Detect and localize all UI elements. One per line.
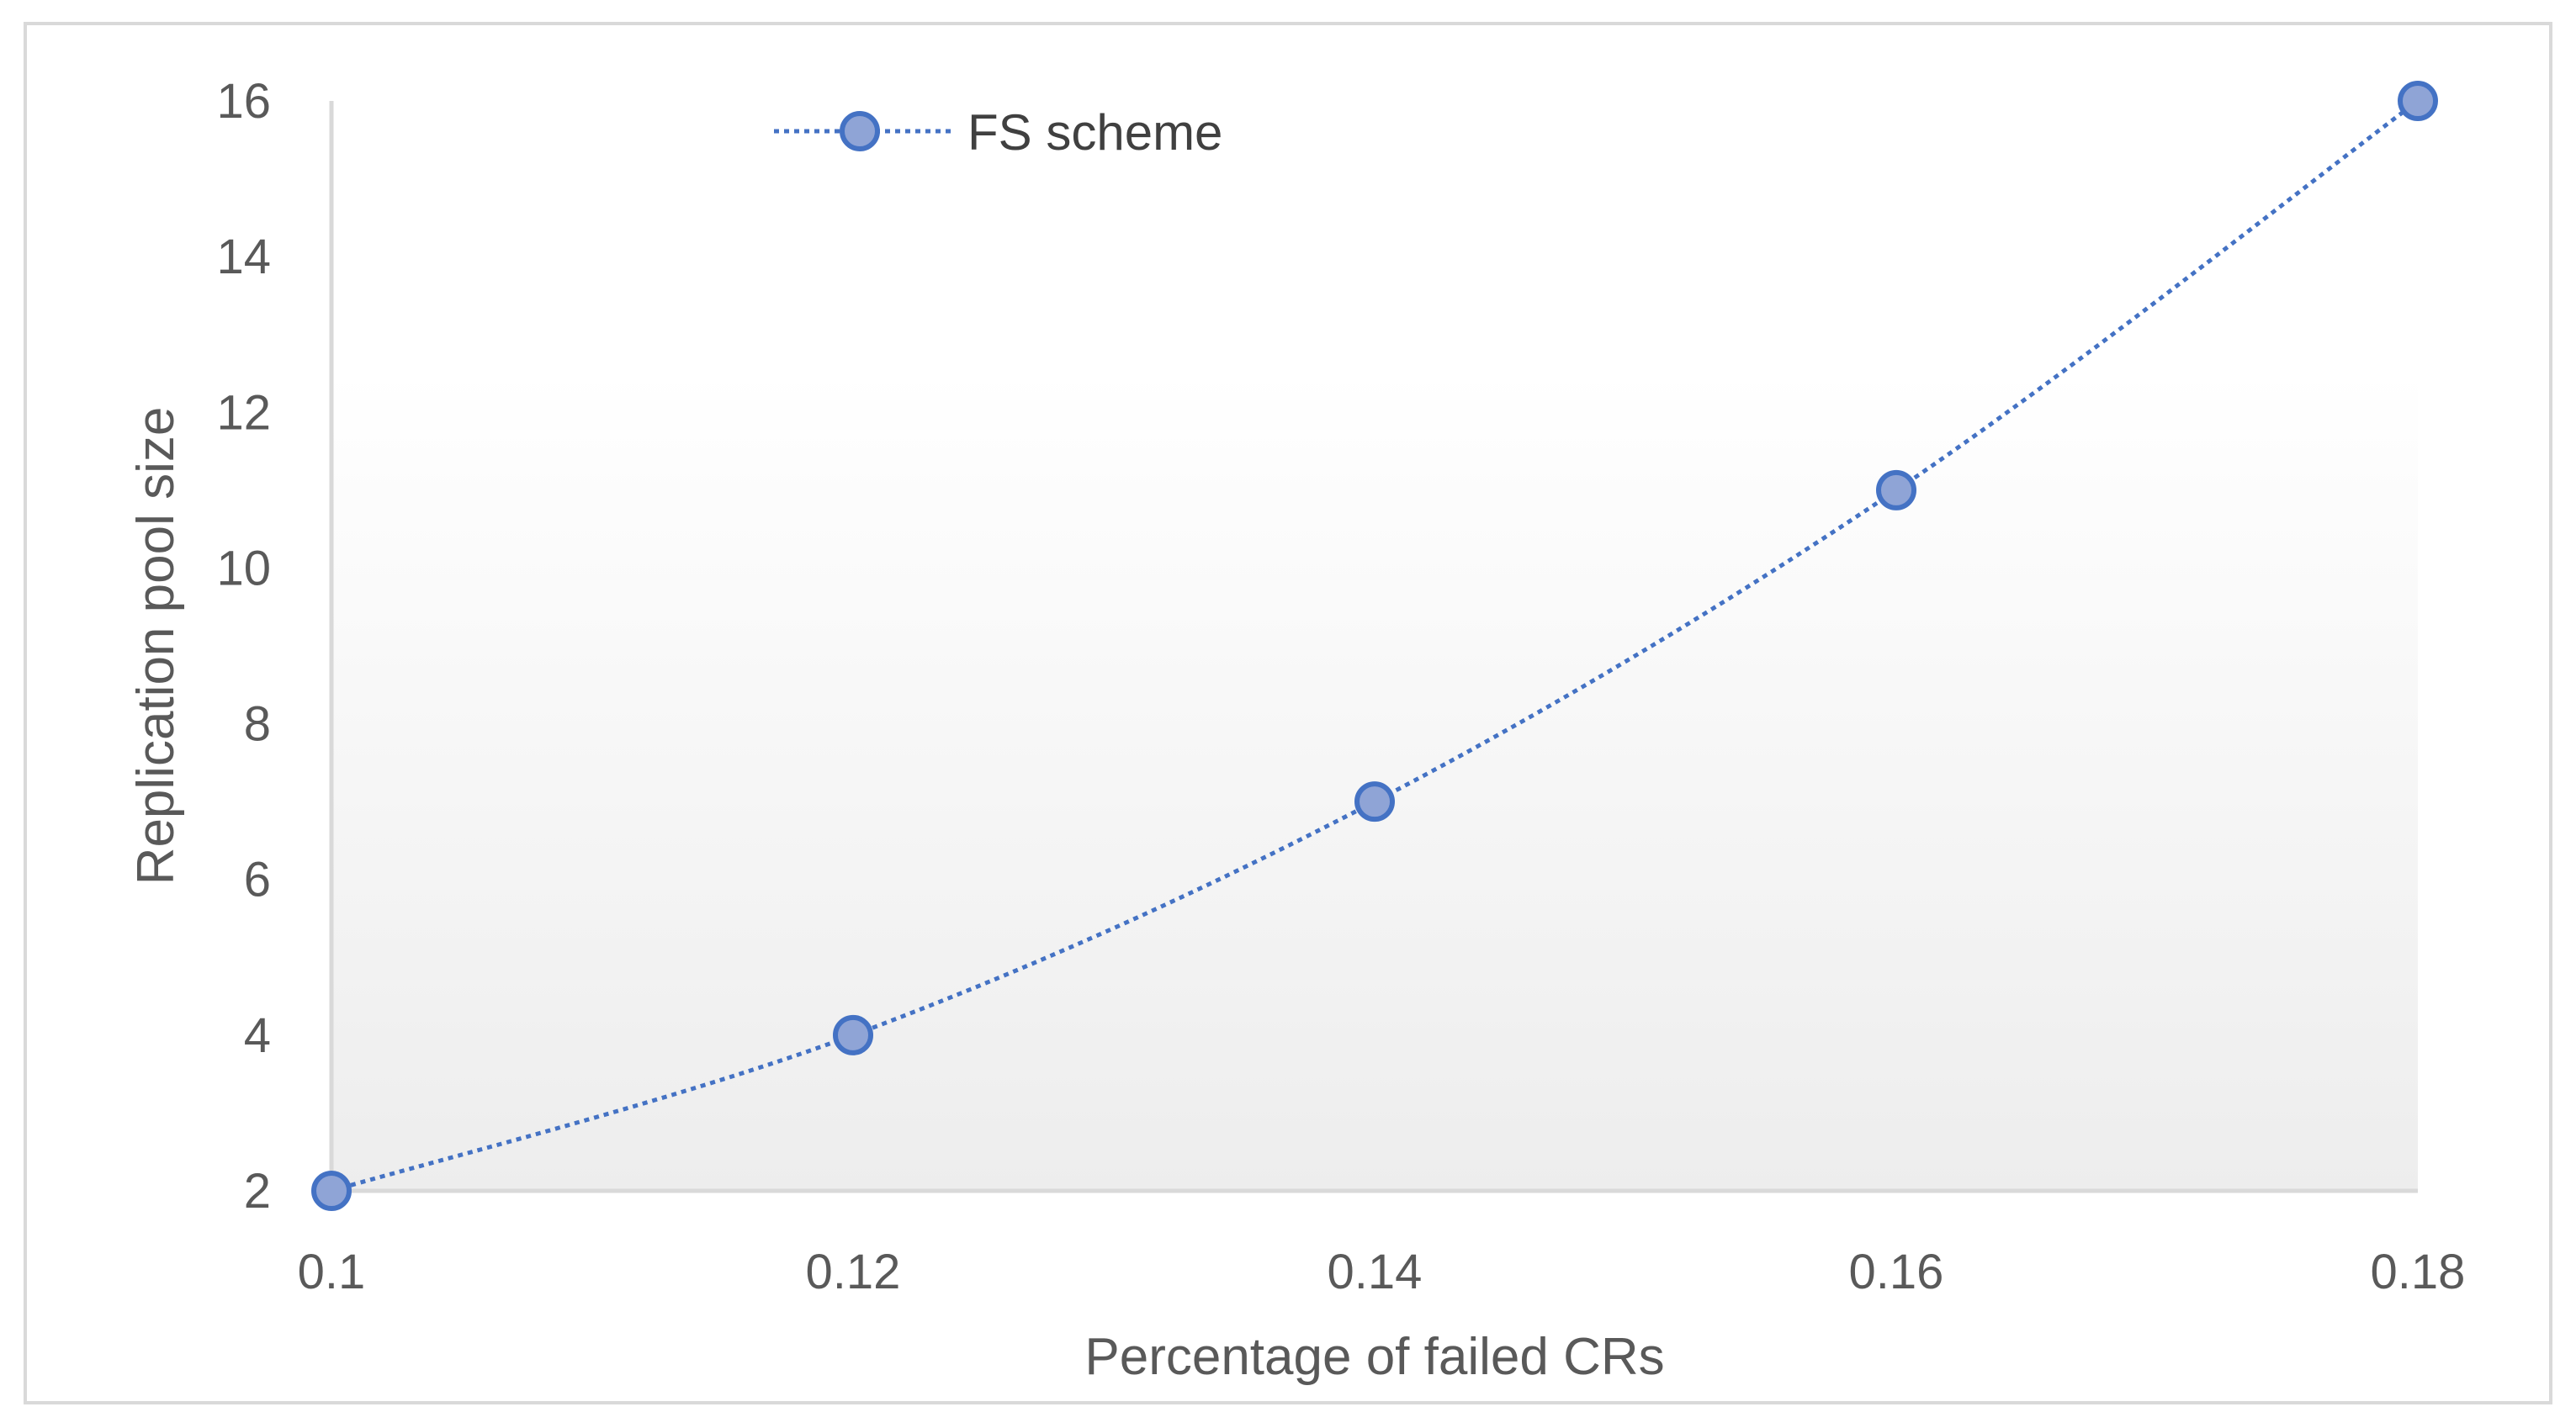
y-tick-label: 10	[216, 541, 271, 595]
x-tick-label: 0.14	[1328, 1245, 1423, 1299]
y-tick-label: 4	[244, 1008, 271, 1063]
x-tick-labels: 0.1 0.12 0.14 0.16 0.18	[298, 1245, 2466, 1299]
plot-area	[331, 370, 2418, 1191]
x-tick-label: 0.18	[2371, 1245, 2466, 1299]
data-point	[1876, 469, 1916, 510]
x-axis-title: Percentage of failed CRs	[1084, 1328, 1664, 1386]
y-tick-label: 12	[216, 385, 271, 440]
legend: FS scheme	[774, 104, 1222, 161]
y-tick-label: 6	[244, 853, 271, 907]
legend-marker	[840, 111, 880, 151]
data-point	[1354, 781, 1395, 822]
x-tick-label: 0.1	[298, 1245, 366, 1299]
data-point	[2398, 81, 2438, 121]
y-tick-label: 2	[244, 1164, 271, 1219]
legend-label: FS scheme	[967, 104, 1222, 161]
y-tick-label: 14	[216, 230, 271, 284]
y-tick-label: 8	[244, 697, 271, 752]
series-markers-fs-scheme	[311, 81, 2438, 1211]
y-tick-labels: 2 4 6 8 10 12 14 16	[216, 74, 271, 1219]
x-tick-label: 0.16	[1849, 1245, 1944, 1299]
data-point	[311, 1171, 352, 1211]
y-axis-title: Replication pool size	[127, 407, 185, 886]
y-tick-label: 16	[216, 74, 271, 129]
data-point	[833, 1014, 873, 1055]
x-tick-label: 0.12	[806, 1245, 901, 1299]
series-line-fs-scheme	[331, 98, 2420, 1193]
